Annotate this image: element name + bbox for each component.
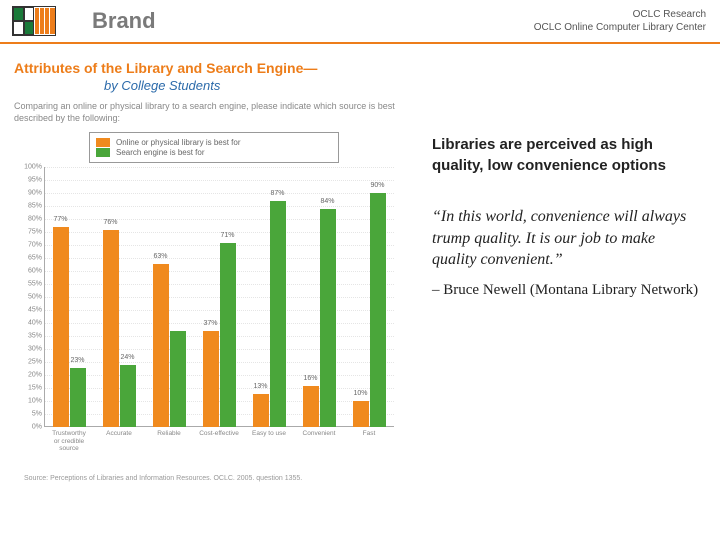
bar-library: 63% (153, 264, 169, 428)
bar-library: 37% (203, 331, 219, 427)
ytick: 100% (24, 164, 42, 171)
ytick: 15% (28, 385, 42, 392)
header-line1: OCLC Research (534, 8, 706, 21)
bar-value-label: 24% (120, 354, 134, 361)
source-citation: Source: Perceptions of Libraries and Inf… (24, 475, 414, 482)
ytick: 80% (28, 216, 42, 223)
chart-title-2: by College Students (104, 78, 414, 93)
chart-panel: Attributes of the Library and Search Eng… (14, 54, 414, 482)
xtick-label: Reliable (149, 427, 189, 451)
chart-legend: Online or physical library is best for S… (89, 132, 339, 163)
ytick: 45% (28, 307, 42, 314)
bar-library: 77% (53, 227, 69, 427)
ytick: 75% (28, 229, 42, 236)
bar-group: 37%71% (199, 243, 239, 428)
bar-search-engine: 84% (320, 209, 336, 427)
ytick: 50% (28, 294, 42, 301)
ytick: 85% (28, 203, 42, 210)
bar-library: 10% (353, 401, 369, 427)
bar-group: 10%90% (349, 193, 389, 427)
legend-label-1: Online or physical library is best for (116, 138, 241, 147)
ytick: 25% (28, 359, 42, 366)
xtick-label: Accurate (99, 427, 139, 451)
bar-search-engine: 90% (370, 193, 386, 427)
ytick: 0% (32, 424, 42, 431)
quote-attribution: – Bruce Newell (Montana Library Network) (432, 281, 700, 301)
bar-group: 63% (149, 264, 189, 428)
header-subtitle: OCLC Research OCLC Online Computer Libra… (534, 8, 706, 34)
ytick: 65% (28, 255, 42, 262)
y-axis: 0%5%10%15%20%25%30%35%40%45%50%55%60%65%… (14, 167, 44, 427)
ytick: 95% (28, 177, 42, 184)
ytick: 40% (28, 320, 42, 327)
xtick-label: Cost-effective (199, 427, 239, 451)
bar-value-label: 23% (70, 357, 84, 364)
oclc-logo (12, 6, 56, 36)
bar-search-engine: 87% (270, 201, 286, 427)
legend-row-1: Online or physical library is best for (96, 138, 332, 147)
legend-swatch-2 (96, 148, 110, 157)
bar-group: 16%84% (299, 209, 339, 427)
bar-value-label: 87% (270, 190, 284, 197)
legend-label-2: Search engine is best for (116, 148, 205, 157)
xtick-label: Convenient (299, 427, 339, 451)
ytick: 70% (28, 242, 42, 249)
bar-value-label: 63% (153, 253, 167, 260)
main-content: Attributes of the Library and Search Eng… (0, 44, 720, 482)
bar-value-label: 71% (220, 232, 234, 239)
bar-value-label: 77% (53, 216, 67, 223)
xtick-label: Easy to use (249, 427, 289, 451)
legend-row-2: Search engine is best for (96, 148, 332, 157)
chart-title-1: Attributes of the Library and Search Eng… (14, 60, 414, 76)
ytick: 5% (32, 411, 42, 418)
header-bar: Brand OCLC Research OCLC Online Computer… (0, 0, 720, 44)
ytick: 30% (28, 346, 42, 353)
bar-search-engine (170, 331, 186, 427)
page-title: Brand (92, 8, 156, 34)
bar-value-label: 13% (253, 383, 267, 390)
bar-library: 76% (103, 230, 119, 428)
bars-area: 77%23%76%24%63%37%71%13%87%16%84%10%90% (44, 167, 394, 427)
chart-plot: 0% 5% 10% 15% 20% 25% 30% 35% 40% 45% 50% 55% 60% 65%… (14, 167, 394, 447)
bar-library: 16% (303, 386, 319, 428)
bar-library: 13% (253, 394, 269, 428)
legend-swatch-1 (96, 138, 110, 147)
x-axis: Trustworthy or credible source Accurate Re… (44, 427, 394, 451)
bar-value-label: 37% (203, 320, 217, 327)
ytick: 60% (28, 268, 42, 275)
bar-group: 76%24% (99, 230, 139, 428)
ytick: 10% (28, 398, 42, 405)
chart-subtitle: Comparing an online or physical library … (14, 101, 414, 124)
ytick: 90% (28, 190, 42, 197)
xtick-label: Trustworthy or credible source (49, 427, 89, 451)
bar-group: 77%23% (49, 227, 89, 427)
bar-search-engine: 71% (220, 243, 236, 428)
quote-text: “In this world, convenience will always … (432, 206, 700, 271)
bar-value-label: 16% (303, 375, 317, 382)
ytick: 55% (28, 281, 42, 288)
bar-search-engine: 24% (120, 365, 136, 427)
callout-text: Libraries are perceived as high quality,… (432, 134, 700, 176)
bar-value-label: 76% (103, 219, 117, 226)
ytick: 20% (28, 372, 42, 379)
header-line2: OCLC Online Computer Library Center (534, 21, 706, 34)
bar-value-label: 10% (353, 390, 367, 397)
xtick-label: Fast (349, 427, 389, 451)
ytick: 35% (28, 333, 42, 340)
bar-group: 13%87% (249, 201, 289, 427)
text-panel: Libraries are perceived as high quality,… (432, 54, 706, 482)
bar-search-engine: 23% (70, 368, 86, 428)
bar-value-label: 84% (320, 198, 334, 205)
bar-value-label: 90% (370, 182, 384, 189)
